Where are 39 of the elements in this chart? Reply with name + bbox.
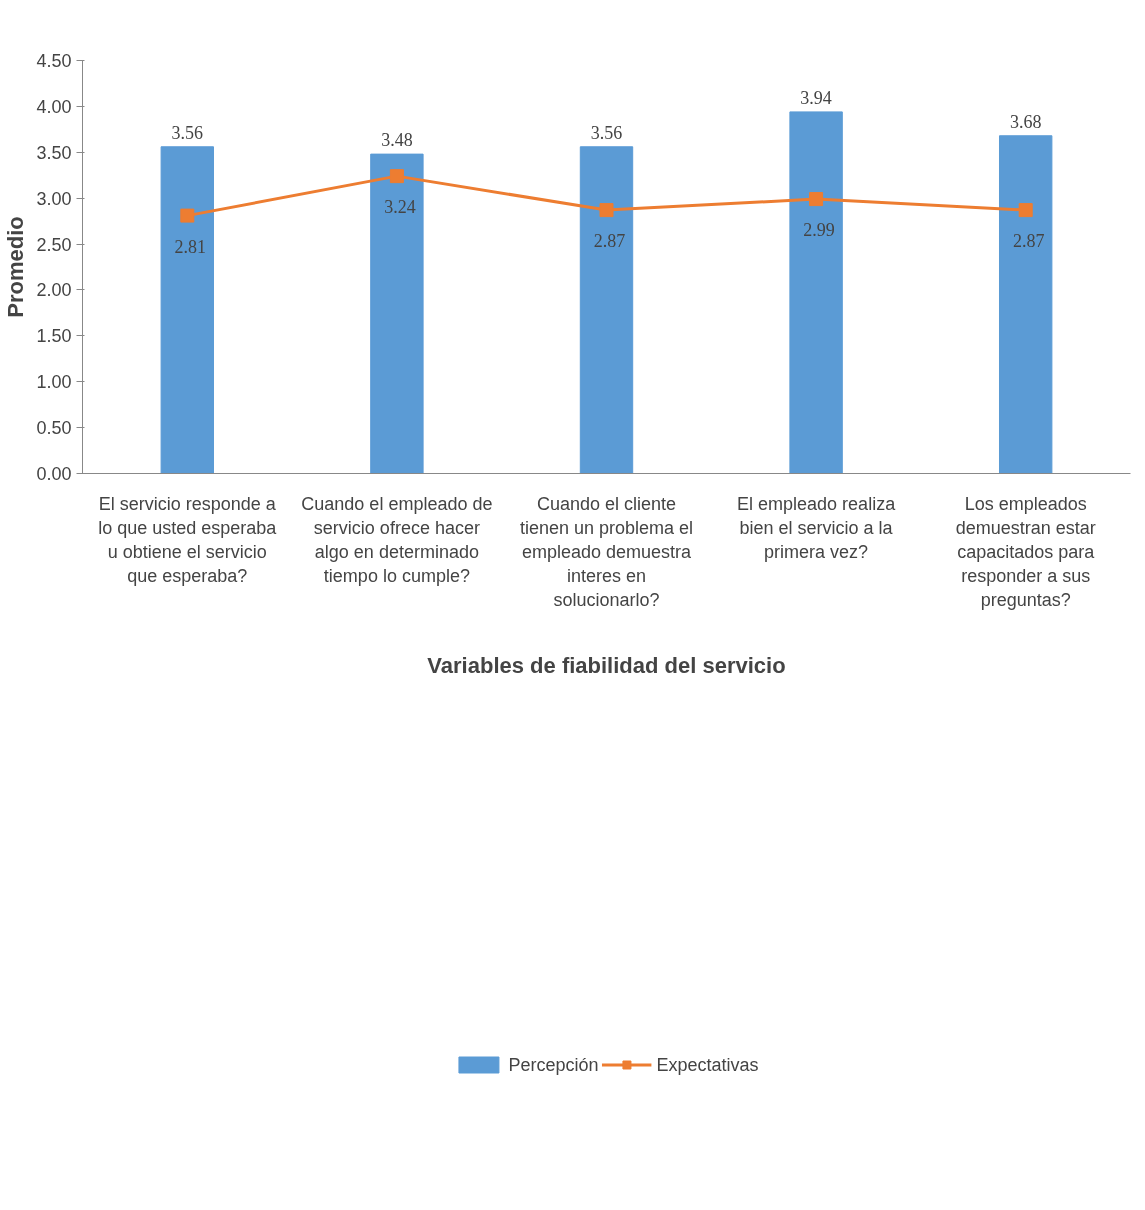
point: [599, 203, 614, 218]
data-label: 3.56: [590, 122, 623, 143]
y-tick-label: 4.00: [36, 96, 72, 117]
bar: [160, 146, 214, 474]
data-label: 3.24: [384, 197, 416, 218]
x-tick-label: El empleado realiza bien el servicio a la primera vez?: [737, 493, 897, 562]
data-label: 2.87: [593, 231, 626, 252]
point: [389, 169, 404, 184]
data-label: 2.81: [174, 236, 207, 257]
data-label: 2.87: [1012, 231, 1045, 252]
bar: [789, 111, 843, 474]
x-tick-label: Cuando el cliente tienen un problema el empleado demuestra interes en solucionarlo?: [519, 493, 694, 610]
data-label: 3.94: [800, 87, 832, 108]
y-tick-label: 4.50: [36, 51, 72, 71]
data-label: 3.56: [171, 122, 204, 143]
bar: [999, 135, 1053, 474]
y-tick-label: 2.50: [36, 234, 72, 255]
y-tick-label: 0.00: [36, 464, 72, 484]
bar: [370, 153, 424, 474]
y-tick-label: 3.00: [36, 188, 72, 209]
point: [809, 192, 824, 207]
data-label: 3.48: [381, 130, 413, 151]
y-tick-label: 0.50: [36, 418, 72, 439]
y-tick-label: 1.50: [36, 326, 72, 347]
legend-label: Percepción: [508, 1054, 599, 1076]
point: [1018, 203, 1033, 218]
x-tick-label: El servicio responde a lo que usted esperaba u obtiene el servicio que esperaba?: [98, 493, 278, 586]
bar: [579, 146, 634, 474]
data-label: 2.99: [803, 220, 835, 241]
y-tick-label: 2.00: [36, 280, 72, 301]
x-axis-title: Variables de fiabilidad del servicio: [427, 652, 786, 678]
x-tick-label: Cuando el empleado de servicio ofrece hacer algo en determinado tiempo lo cumple?: [301, 493, 493, 586]
y-tick-label: 3.50: [36, 142, 72, 163]
data-label: 3.68: [1009, 111, 1042, 132]
point: [180, 208, 195, 223]
legend-label: Expectativas: [656, 1054, 759, 1076]
y-tick-label: 1.00: [36, 372, 72, 393]
y-axis-title: Promedio: [3, 216, 29, 318]
x-tick-label: Los empleados demuestran estar capacitados para responder a sus preguntas?: [955, 493, 1096, 610]
